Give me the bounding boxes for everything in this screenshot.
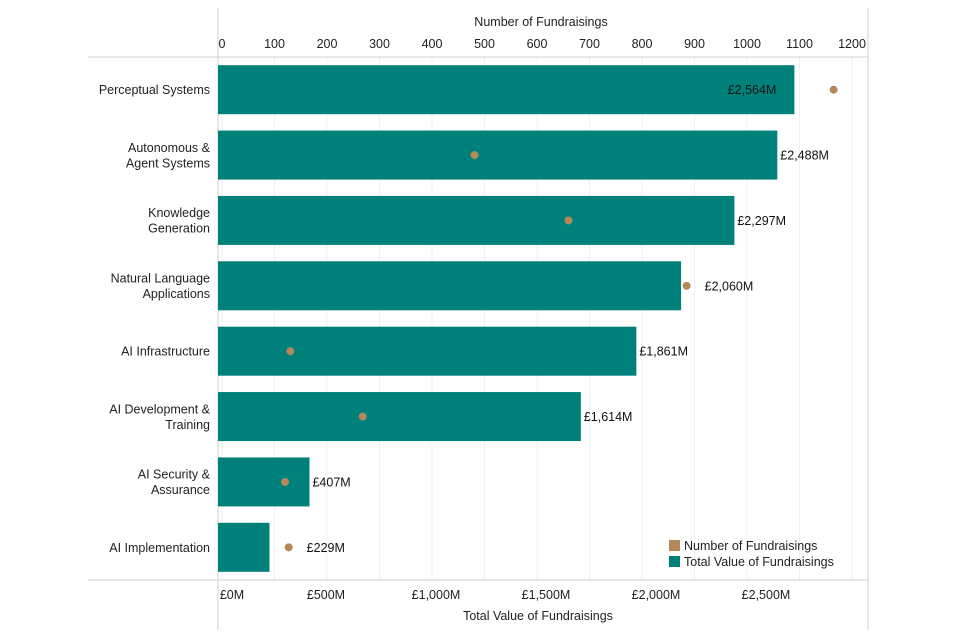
legend-swatch-0 (669, 540, 680, 551)
bottom-tick-label-2: £1,000M (412, 588, 461, 602)
dot-4 (286, 347, 295, 356)
bars (218, 65, 795, 572)
top-tick-label-8: 800 (632, 37, 653, 51)
category-label-5-line-0: AI Development & (109, 402, 210, 416)
bar-7 (218, 522, 270, 572)
category-label-1-line-0: Autonomous & (128, 141, 211, 155)
category-label-1: Autonomous & Agent Systems (126, 141, 211, 171)
bar-1 (218, 130, 778, 180)
top-tick-label-11: 1100 (786, 37, 813, 51)
dot-6 (281, 477, 289, 486)
value-label-3: £2,060M (705, 279, 754, 293)
category-label-0-line-0: Perceptual Systems (99, 83, 210, 97)
dot-7 (284, 543, 293, 552)
category-label-5: AI Development & Training (109, 402, 210, 432)
bottom-tick-label-3: £1,500M (522, 588, 571, 602)
bar-5 (218, 392, 581, 442)
value-label-7: £229M (307, 541, 345, 555)
data-labels: £2,564M £2,488M £2,297M £2,060M £1,861M £1,61… (307, 83, 829, 555)
category-label-0: Perceptual Systems (99, 83, 210, 97)
top-tick-label-5: 500 (474, 37, 495, 51)
category-label-3-line-0: Natural Language (111, 272, 210, 286)
value-label-2: £2,297M (737, 214, 786, 228)
bottom-tick-label-0: £0M (220, 588, 244, 602)
dot-2 (564, 216, 573, 225)
bar-4 (218, 326, 637, 376)
bar-0 (218, 65, 795, 115)
dot-5 (358, 412, 367, 421)
category-label-5-line-1: Training (165, 418, 210, 432)
top-tick-label-1: 100 (264, 37, 285, 51)
top-tick-label-3: 300 (369, 37, 390, 51)
category-label-3: Natural Language Applications (111, 272, 210, 302)
bar-3 (218, 261, 682, 311)
category-label-7-line-0: AI Implementation (109, 541, 210, 555)
legend-label-0: Number of Fundraisings (684, 539, 817, 553)
category-labels: Perceptual Systems Autonomous & Agent Syst… (99, 83, 211, 555)
category-label-6-line-1: Assurance (151, 483, 210, 497)
bottom-axis: £0M £500M £1,000M £1,500M £2,000M £2,500M Tota… (220, 588, 790, 623)
value-label-1: £2,488M (780, 149, 829, 163)
category-label-7: AI Implementation (109, 541, 210, 555)
dot-0 (829, 85, 838, 94)
bar-2 (218, 195, 735, 245)
bottom-tick-label-5: £2,500M (742, 588, 791, 602)
top-tick-label-12: 1200 (838, 37, 866, 51)
category-label-4: AI Infrastructure (121, 345, 210, 359)
top-tick-label-9: 900 (684, 37, 705, 51)
category-label-2-line-0: Knowledge (148, 206, 210, 220)
legend-label-1: Total Value of Fundraisings (684, 555, 834, 569)
legend: Number of Fundraisings Total Value of Fun… (669, 539, 834, 569)
category-label-2-line-1: Generation (148, 222, 210, 236)
top-tick-label-6: 600 (527, 37, 548, 51)
category-label-6: AI Security & Assurance (138, 468, 211, 498)
category-label-4-line-0: AI Infrastructure (121, 345, 210, 359)
dot-1 (470, 151, 479, 160)
category-label-2: Knowledge Generation (148, 206, 210, 236)
top-tick-label-0: 0 (219, 37, 226, 51)
top-tick-label-10: 1000 (733, 37, 761, 51)
category-label-1-line-1: Agent Systems (126, 156, 210, 170)
bottom-axis-title: Total Value of Fundraisings (463, 609, 613, 623)
bottom-tick-label-4: £2,000M (632, 588, 681, 602)
top-tick-label-7: 700 (579, 37, 600, 51)
top-axis: Number of Fundraisings 0 100 200 300 400 500 60… (219, 15, 866, 51)
value-label-6: £407M (312, 475, 350, 489)
legend-swatch-1 (669, 556, 680, 567)
top-tick-label-2: 200 (317, 37, 338, 51)
bottom-tick-label-1: £500M (307, 588, 345, 602)
category-label-3-line-1: Applications (143, 287, 210, 301)
category-label-6-line-0: AI Security & (138, 468, 211, 482)
dots (281, 85, 838, 552)
value-label-0: £2,564M (728, 83, 777, 97)
value-label-5: £1,614M (584, 410, 633, 424)
bar-6 (218, 457, 310, 507)
top-axis-title: Number of Fundraisings (474, 15, 607, 29)
dot-3 (682, 281, 691, 290)
value-label-4: £1,861M (639, 345, 688, 359)
top-tick-label-4: 400 (422, 37, 443, 51)
